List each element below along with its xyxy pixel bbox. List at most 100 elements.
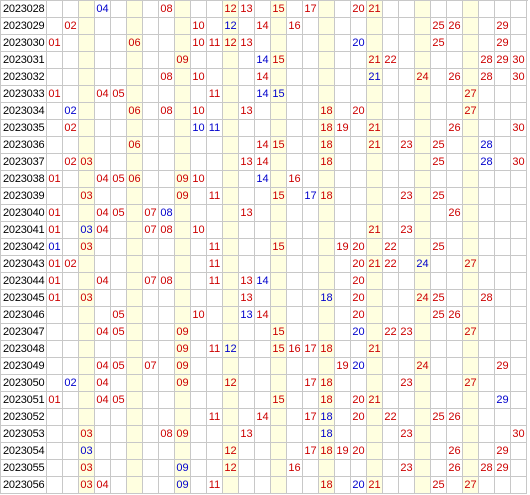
empty-cell	[47, 443, 63, 460]
empty-cell	[319, 460, 335, 477]
empty-cell	[255, 290, 271, 307]
empty-cell	[463, 154, 479, 171]
empty-cell	[415, 154, 431, 171]
empty-cell	[223, 171, 239, 188]
empty-cell	[463, 120, 479, 137]
red-number-cell: 15	[271, 1, 287, 18]
empty-cell	[271, 358, 287, 375]
empty-cell	[383, 137, 399, 154]
red-number-cell: 21	[367, 341, 383, 358]
red-number-cell: 08	[159, 426, 175, 443]
red-number-cell: 16	[287, 460, 303, 477]
red-number-cell: 23	[399, 188, 415, 205]
empty-cell	[303, 239, 319, 256]
empty-cell	[367, 375, 383, 392]
empty-cell	[479, 426, 495, 443]
empty-cell	[431, 443, 447, 460]
empty-cell	[415, 392, 431, 409]
empty-cell	[95, 137, 111, 154]
empty-cell	[207, 222, 223, 239]
empty-cell	[159, 443, 175, 460]
empty-cell	[175, 1, 191, 18]
red-number-cell: 02	[63, 154, 79, 171]
empty-cell	[271, 222, 287, 239]
empty-cell	[95, 154, 111, 171]
empty-cell	[463, 290, 479, 307]
empty-cell	[79, 324, 95, 341]
red-number-cell: 07	[143, 358, 159, 375]
red-number-cell: 20	[351, 256, 367, 273]
empty-cell	[511, 137, 527, 154]
red-number-cell: 25	[431, 35, 447, 52]
empty-cell	[495, 137, 511, 154]
red-number-cell: 14	[255, 69, 271, 86]
issue-number: 2023053	[1, 426, 47, 443]
red-number-cell: 18	[319, 188, 335, 205]
red-number-cell: 21	[367, 120, 383, 137]
empty-cell	[319, 35, 335, 52]
empty-cell	[287, 307, 303, 324]
empty-cell	[351, 86, 367, 103]
empty-cell	[191, 137, 207, 154]
empty-cell	[191, 154, 207, 171]
empty-cell	[255, 188, 271, 205]
empty-cell	[399, 205, 415, 222]
empty-cell	[447, 1, 463, 18]
empty-cell	[255, 1, 271, 18]
empty-cell	[287, 443, 303, 460]
empty-cell	[271, 477, 287, 494]
empty-cell	[271, 35, 287, 52]
empty-cell	[127, 69, 143, 86]
empty-cell	[63, 324, 79, 341]
red-number-cell: 19	[335, 358, 351, 375]
issue-number: 2023049	[1, 358, 47, 375]
empty-cell	[175, 103, 191, 120]
empty-cell	[127, 239, 143, 256]
blue-number-cell: 14	[255, 171, 271, 188]
empty-cell	[463, 35, 479, 52]
empty-cell	[335, 1, 351, 18]
empty-cell	[287, 69, 303, 86]
empty-cell	[335, 273, 351, 290]
empty-cell	[223, 69, 239, 86]
empty-cell	[239, 409, 255, 426]
empty-cell	[223, 120, 239, 137]
empty-cell	[495, 409, 511, 426]
empty-cell	[271, 460, 287, 477]
empty-cell	[287, 86, 303, 103]
red-number-cell: 25	[431, 137, 447, 154]
empty-cell	[63, 307, 79, 324]
empty-cell	[383, 18, 399, 35]
empty-cell	[319, 86, 335, 103]
blue-number-cell: 09	[175, 460, 191, 477]
red-number-cell: 14	[255, 307, 271, 324]
empty-cell	[47, 358, 63, 375]
empty-cell	[143, 460, 159, 477]
red-number-cell: 04	[95, 324, 111, 341]
empty-cell	[159, 154, 175, 171]
empty-cell	[383, 1, 399, 18]
blue-number-cell: 15	[271, 86, 287, 103]
empty-cell	[223, 52, 239, 69]
red-number-cell: 02	[63, 18, 79, 35]
empty-cell	[335, 188, 351, 205]
empty-cell	[287, 1, 303, 18]
blue-number-cell: 18	[319, 409, 335, 426]
empty-cell	[399, 239, 415, 256]
empty-cell	[399, 1, 415, 18]
empty-cell	[127, 443, 143, 460]
red-number-cell: 19	[335, 443, 351, 460]
empty-cell	[287, 324, 303, 341]
red-number-cell: 16	[287, 18, 303, 35]
empty-cell	[271, 171, 287, 188]
empty-cell	[223, 324, 239, 341]
empty-cell	[287, 375, 303, 392]
empty-cell	[495, 171, 511, 188]
empty-cell	[47, 1, 63, 18]
empty-cell	[143, 103, 159, 120]
empty-cell	[159, 477, 175, 494]
empty-cell	[255, 205, 271, 222]
red-number-cell: 22	[383, 52, 399, 69]
red-number-cell: 13	[239, 290, 255, 307]
empty-cell	[191, 375, 207, 392]
